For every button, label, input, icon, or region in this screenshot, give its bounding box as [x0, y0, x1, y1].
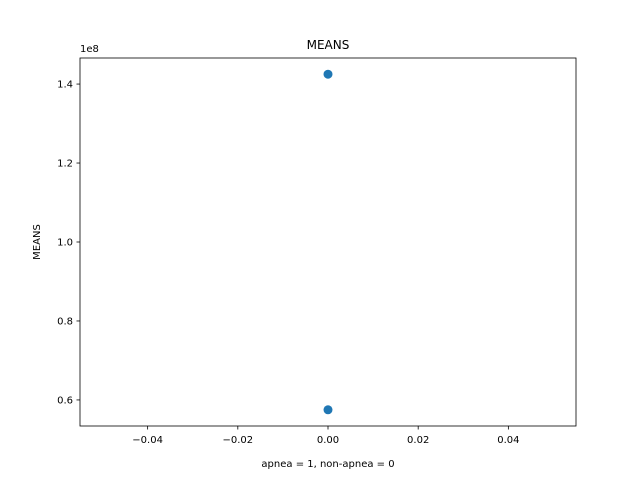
y-tick-label: 1.0 — [57, 238, 73, 249]
y-tick-label: 1.4 — [57, 80, 73, 91]
chart-title: MEANS — [307, 38, 350, 52]
y-axis-label: MEANS — [32, 224, 43, 260]
x-tick-label: 0.00 — [317, 435, 339, 446]
plot-frame — [79, 57, 577, 427]
y-offset-label: 1e8 — [80, 44, 99, 55]
point — [323, 69, 333, 79]
point — [323, 405, 333, 415]
x-tick-label: 0.02 — [407, 435, 429, 446]
y-tick-label: 0.8 — [57, 316, 73, 327]
y-tick-label: 0.6 — [57, 395, 73, 406]
y-tick-label: 1.2 — [57, 159, 73, 170]
x-tick-label: 0.04 — [497, 435, 519, 446]
x-tick-label: −0.04 — [132, 435, 163, 446]
x-tick-label: −0.02 — [222, 435, 253, 446]
x-axis-label: apnea = 1, non-apnea = 0 — [261, 459, 394, 470]
